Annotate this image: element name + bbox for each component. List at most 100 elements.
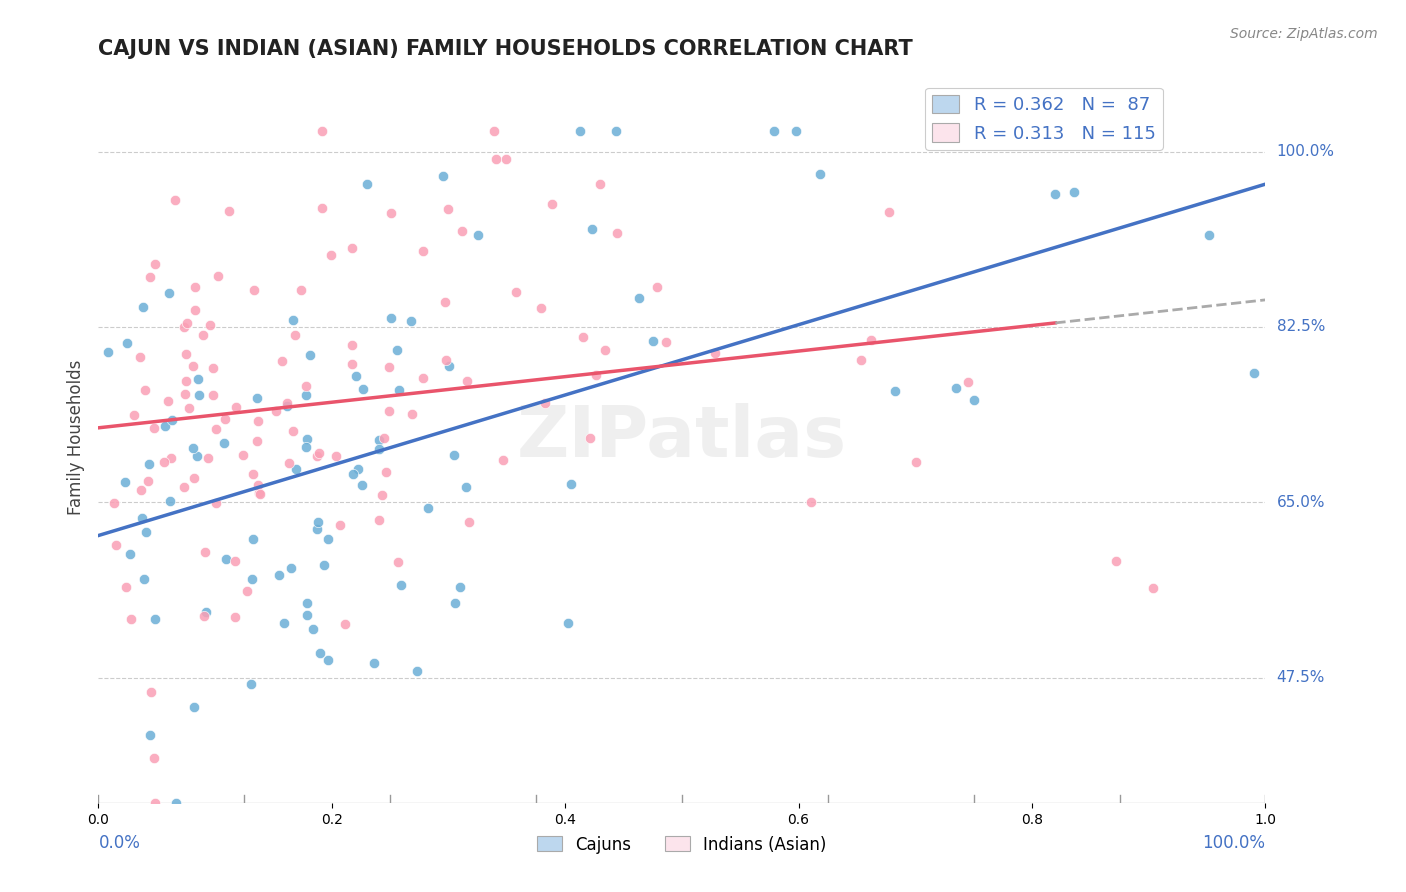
Point [416, 500, 439, 515]
Point [557, 615, 579, 630]
Point [800, 495, 823, 509]
Point [157, 393, 180, 408]
Point [456, 375, 478, 389]
Point [143, 796, 166, 810]
Point [295, 608, 318, 623]
Point [246, 434, 269, 449]
Point [316, 653, 339, 667]
Point [284, 327, 307, 342]
Point [184, 280, 207, 294]
Point [433, 294, 456, 309]
Point [443, 448, 465, 462]
Point [177, 401, 200, 416]
Point [704, 345, 727, 359]
Point [269, 568, 291, 582]
Point [129, 483, 152, 498]
Point [280, 561, 302, 575]
Point [347, 462, 370, 476]
Point [103, 496, 125, 510]
Point [246, 392, 269, 406]
Text: ZIPatlas: ZIPatlas [517, 402, 846, 472]
Point [406, 665, 429, 679]
Point [605, 124, 627, 138]
Point [194, 605, 217, 619]
Point [120, 612, 142, 626]
Point [530, 301, 553, 315]
Point [131, 301, 153, 315]
Point [579, 431, 602, 445]
Point [277, 456, 299, 470]
Point [212, 436, 235, 450]
Point [298, 348, 321, 362]
Point [138, 474, 160, 488]
Point [367, 434, 389, 448]
Point [187, 372, 209, 386]
Point [904, 455, 927, 469]
Point [437, 202, 460, 217]
Point [450, 224, 472, 238]
Point [785, 124, 807, 138]
Point [572, 329, 595, 343]
Point [240, 573, 263, 587]
Point [273, 616, 295, 631]
Point [484, 124, 506, 138]
Point [325, 449, 347, 463]
Point [153, 455, 176, 469]
Point [352, 382, 374, 396]
Point [139, 270, 162, 285]
Point [541, 197, 564, 211]
Point [371, 488, 394, 502]
Point [197, 450, 219, 465]
Point [174, 374, 197, 388]
Point [139, 685, 162, 699]
Point [143, 750, 166, 764]
Point [810, 167, 832, 181]
Point [183, 471, 205, 485]
Point [247, 414, 270, 428]
Point [276, 399, 298, 413]
Point [224, 554, 246, 568]
Point [290, 283, 312, 297]
Point [884, 384, 907, 398]
Point [207, 269, 229, 284]
Point [962, 392, 984, 407]
Point [329, 518, 352, 533]
Point [308, 446, 330, 460]
Point [589, 177, 612, 191]
Point [236, 584, 259, 599]
Point [373, 431, 395, 445]
Point [176, 316, 198, 330]
Point [432, 169, 454, 183]
Point [242, 467, 264, 481]
Text: 65.0%: 65.0% [1277, 495, 1324, 509]
Point [173, 387, 195, 401]
Point [155, 418, 177, 433]
Point [115, 335, 138, 350]
Point [581, 221, 603, 235]
Point [389, 578, 412, 592]
Point [143, 611, 166, 625]
Point [131, 511, 153, 525]
Point [242, 532, 264, 546]
Point [449, 581, 471, 595]
Point [173, 319, 195, 334]
Point [593, 343, 616, 358]
Point [307, 449, 329, 463]
Point [344, 368, 367, 383]
Point [443, 596, 465, 610]
Point [138, 457, 160, 471]
Point [956, 375, 979, 389]
Point [467, 228, 489, 243]
Point [505, 285, 527, 299]
Text: 100.0%: 100.0% [1202, 834, 1265, 852]
Point [214, 412, 236, 426]
Point [174, 347, 197, 361]
Point [606, 226, 628, 240]
Point [281, 424, 304, 438]
Point [240, 677, 263, 691]
Point [762, 124, 785, 138]
Point [198, 318, 221, 333]
Point [225, 400, 247, 414]
Point [143, 420, 166, 434]
Point [311, 124, 333, 138]
